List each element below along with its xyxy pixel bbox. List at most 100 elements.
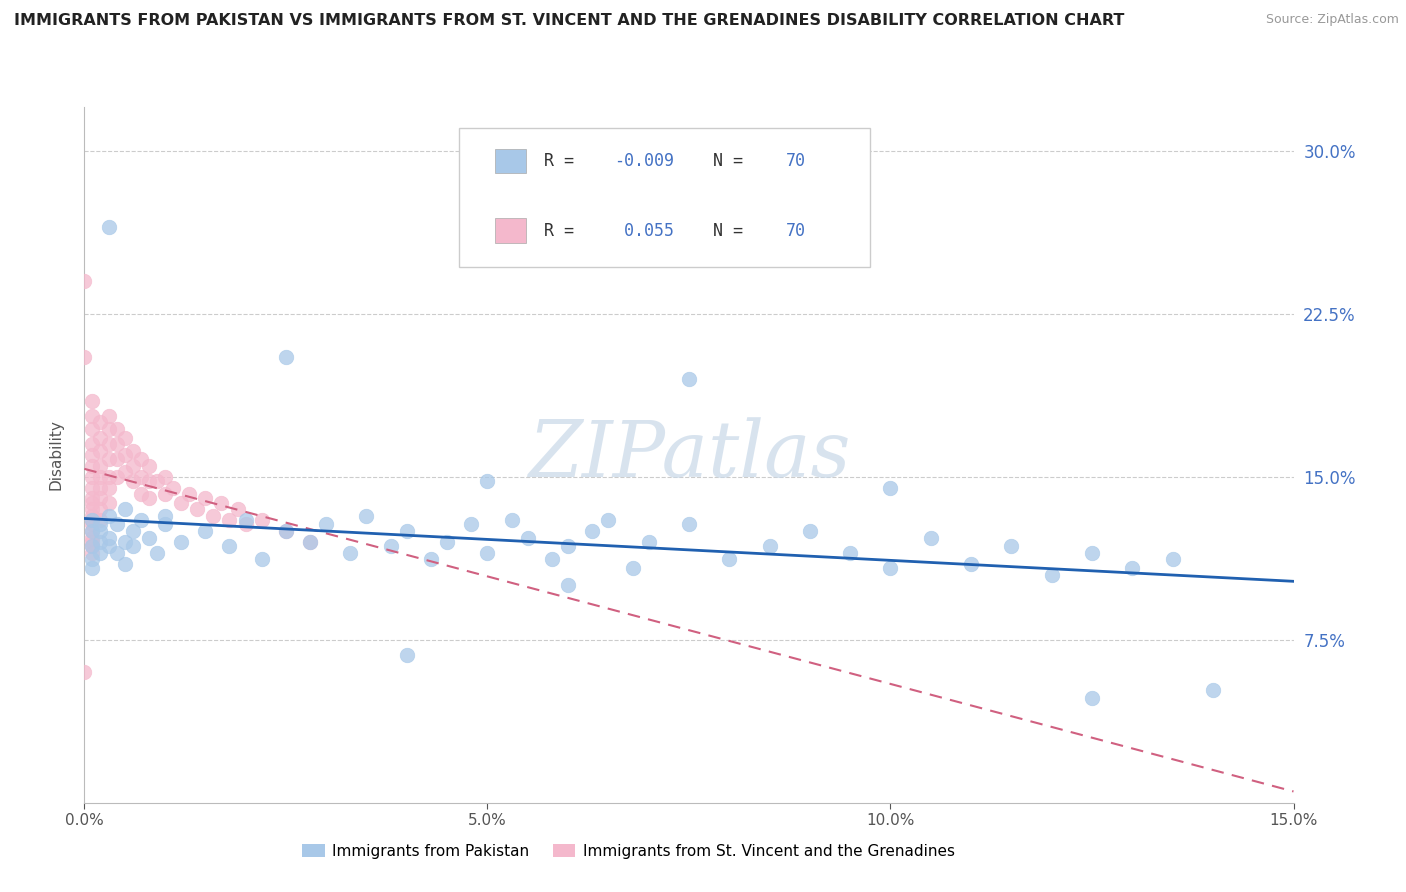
Point [114,502,136,516]
Point [557,578,579,592]
Point [250,552,273,566]
Point [121,443,143,458]
Point [541,552,564,566]
Point [82,539,104,553]
Point [274,524,297,538]
Point [82,422,104,436]
Point [89,469,111,483]
Point [194,491,217,506]
Text: 70: 70 [786,221,806,240]
Point [121,458,143,473]
Point [678,517,700,532]
Point [97,437,120,451]
Point [89,513,111,527]
Point [138,531,160,545]
Point [162,481,184,495]
Point [89,524,111,538]
Point [153,487,176,501]
Point [97,422,120,436]
Point [89,458,111,473]
Point [138,491,160,506]
Point [436,535,458,549]
Text: R =: R = [544,221,583,240]
Point [179,487,201,501]
Point [82,531,104,545]
Point [799,524,821,538]
Point [89,535,111,549]
Point [114,535,136,549]
Point [380,539,402,553]
Point [82,469,104,483]
Point [82,535,104,549]
Point [339,546,361,560]
Point [82,524,104,538]
Text: N =: N = [713,152,754,170]
Point [73,665,96,680]
Point [121,539,143,553]
Point [114,431,136,445]
Point [129,469,152,483]
Point [1081,546,1104,560]
Point [105,546,128,560]
Point [97,219,120,234]
Point [82,513,104,527]
Point [153,508,176,523]
Point [114,448,136,462]
Point [121,524,143,538]
Point [598,513,620,527]
Point [235,517,257,532]
Point [89,491,111,506]
Point [82,448,104,462]
Point [82,437,104,451]
Point [356,508,378,523]
Point [82,539,104,553]
Point [82,409,104,423]
Point [73,350,96,364]
Legend: Immigrants from Pakistan, Immigrants from St. Vincent and the Grenadines: Immigrants from Pakistan, Immigrants fro… [295,838,962,864]
Point [97,452,120,467]
FancyBboxPatch shape [495,149,526,173]
Point [274,350,297,364]
Point [138,458,160,473]
Point [678,372,700,386]
Point [235,513,257,527]
Point [839,546,862,560]
Point [82,552,104,566]
Point [1161,552,1184,566]
Point [129,452,152,467]
Point [879,561,901,575]
Point [82,524,104,538]
Point [82,481,104,495]
Point [1202,682,1225,697]
Point [105,517,128,532]
Point [82,561,104,575]
Text: 0.055: 0.055 [614,221,673,240]
Point [1081,691,1104,706]
Point [960,557,983,571]
Point [186,502,208,516]
Point [1040,567,1063,582]
FancyBboxPatch shape [460,128,870,267]
Point [89,443,111,458]
Point [226,502,249,516]
Point [82,496,104,510]
Point [89,431,111,445]
Point [97,496,120,510]
Point [395,524,418,538]
Point [82,491,104,506]
Point [477,546,499,560]
Point [82,393,104,408]
Text: 70: 70 [786,152,806,170]
Point [501,513,523,527]
FancyBboxPatch shape [495,219,526,243]
Point [315,517,337,532]
Point [477,474,499,488]
Text: Source: ZipAtlas.com: Source: ZipAtlas.com [1265,13,1399,27]
Point [1121,561,1143,575]
Point [89,481,111,495]
Point [557,539,579,553]
Point [170,496,193,510]
Point [97,531,120,545]
Text: ZIPatlas: ZIPatlas [527,417,851,493]
Point [97,508,120,523]
